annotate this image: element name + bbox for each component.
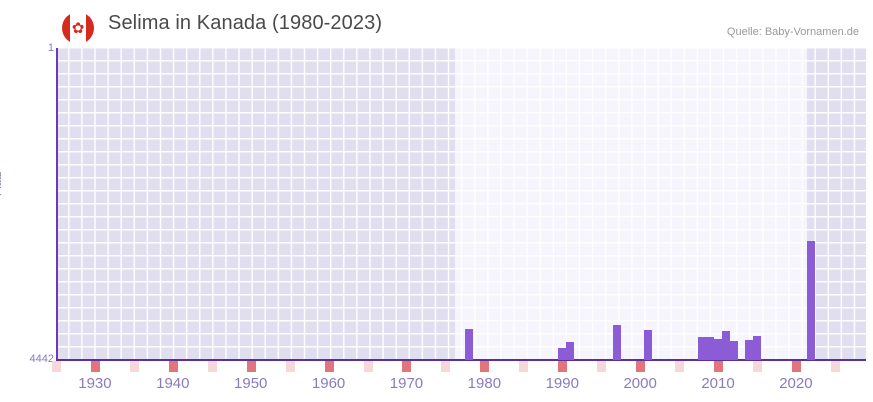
x-tick-marker-minor-1945 (207, 361, 217, 372)
x-tick-marker-2020 (791, 361, 801, 372)
x-tick-label-1990: 1990 (545, 375, 579, 392)
bar-2010[interactable] (714, 338, 723, 360)
bar-series (56, 48, 866, 360)
x-tick-marker-2000 (636, 361, 646, 372)
x-tick-label-2020: 2020 (779, 375, 813, 392)
source-attribution: Quelle: Baby-Vornamen.de (726, 26, 859, 38)
bar-1997[interactable] (612, 325, 621, 360)
x-axis-ticks: 1930 1940 1950 1960 1970 1980 1990 2000 2010 2020 (52, 361, 866, 402)
x-tick-label-2010: 2010 (701, 375, 735, 392)
bar-2014[interactable] (745, 340, 754, 360)
x-tick-marker-1930 (90, 361, 100, 372)
bar-2022[interactable] (807, 241, 816, 360)
bar-2015[interactable] (752, 335, 761, 360)
x-tick-marker-minor-1955 (285, 361, 295, 372)
maple-leaf-icon: ✿ (71, 19, 85, 37)
x-tick-marker-minor-2025 (830, 361, 840, 372)
bar-1990[interactable] (558, 347, 567, 360)
x-axis-line (56, 359, 866, 361)
x-tick-marker-minor-1995 (597, 361, 607, 372)
x-tick-marker-minor-2005 (675, 361, 685, 372)
bar-2009[interactable] (706, 336, 715, 360)
x-tick-label-1970: 1970 (389, 375, 424, 392)
bar-2012[interactable] (729, 340, 738, 360)
y-axis-title: Platz (0, 171, 4, 196)
x-tick-label-1930: 1930 (78, 375, 112, 392)
x-tick-label-1940: 1940 (156, 375, 190, 392)
bar-2011[interactable] (721, 331, 730, 360)
x-tick-marker-minor-1975 (441, 361, 451, 372)
x-tick-marker-1990 (558, 361, 568, 372)
x-tick-marker-1950 (246, 361, 256, 372)
page-title: Selima in Kanada (1980-2023) (108, 12, 383, 34)
x-tick-marker-minor-2015 (752, 361, 762, 372)
x-tick-marker-minor-1965 (363, 361, 373, 372)
x-tick-label-1960: 1960 (311, 375, 346, 392)
canada-flag-icon: ✿ (62, 12, 94, 44)
x-tick-label-1980: 1980 (467, 375, 502, 392)
chart-header: ✿ Selima in Kanada (1980-2023) Quelle: B… (0, 0, 873, 48)
x-tick-marker-2010 (714, 361, 724, 372)
bar-2008[interactable] (698, 337, 707, 360)
y-axis-tick-bottom: 4442 (29, 353, 54, 365)
bar-2001[interactable] (643, 329, 652, 360)
grid-lines (56, 48, 866, 360)
y-axis-tick-top: 1 (47, 42, 54, 54)
x-tick-label-2000: 2000 (623, 375, 657, 392)
plot-area (56, 48, 866, 360)
flag-right-band (86, 12, 94, 44)
x-tick-marker-1980 (480, 361, 490, 372)
y-axis-line (56, 48, 58, 361)
x-tick-marker-minor-1935 (129, 361, 139, 372)
bar-1978[interactable] (464, 328, 473, 360)
x-tick-marker-1960 (324, 361, 334, 372)
x-tick-marker-minor-1925 (52, 361, 61, 372)
flag-left-band (62, 12, 70, 44)
bar-1991[interactable] (566, 341, 575, 360)
x-tick-marker-minor-1985 (519, 361, 529, 372)
x-tick-marker-1940 (168, 361, 178, 372)
x-tick-label-1950: 1950 (234, 375, 268, 392)
x-tick-marker-1970 (402, 361, 412, 372)
